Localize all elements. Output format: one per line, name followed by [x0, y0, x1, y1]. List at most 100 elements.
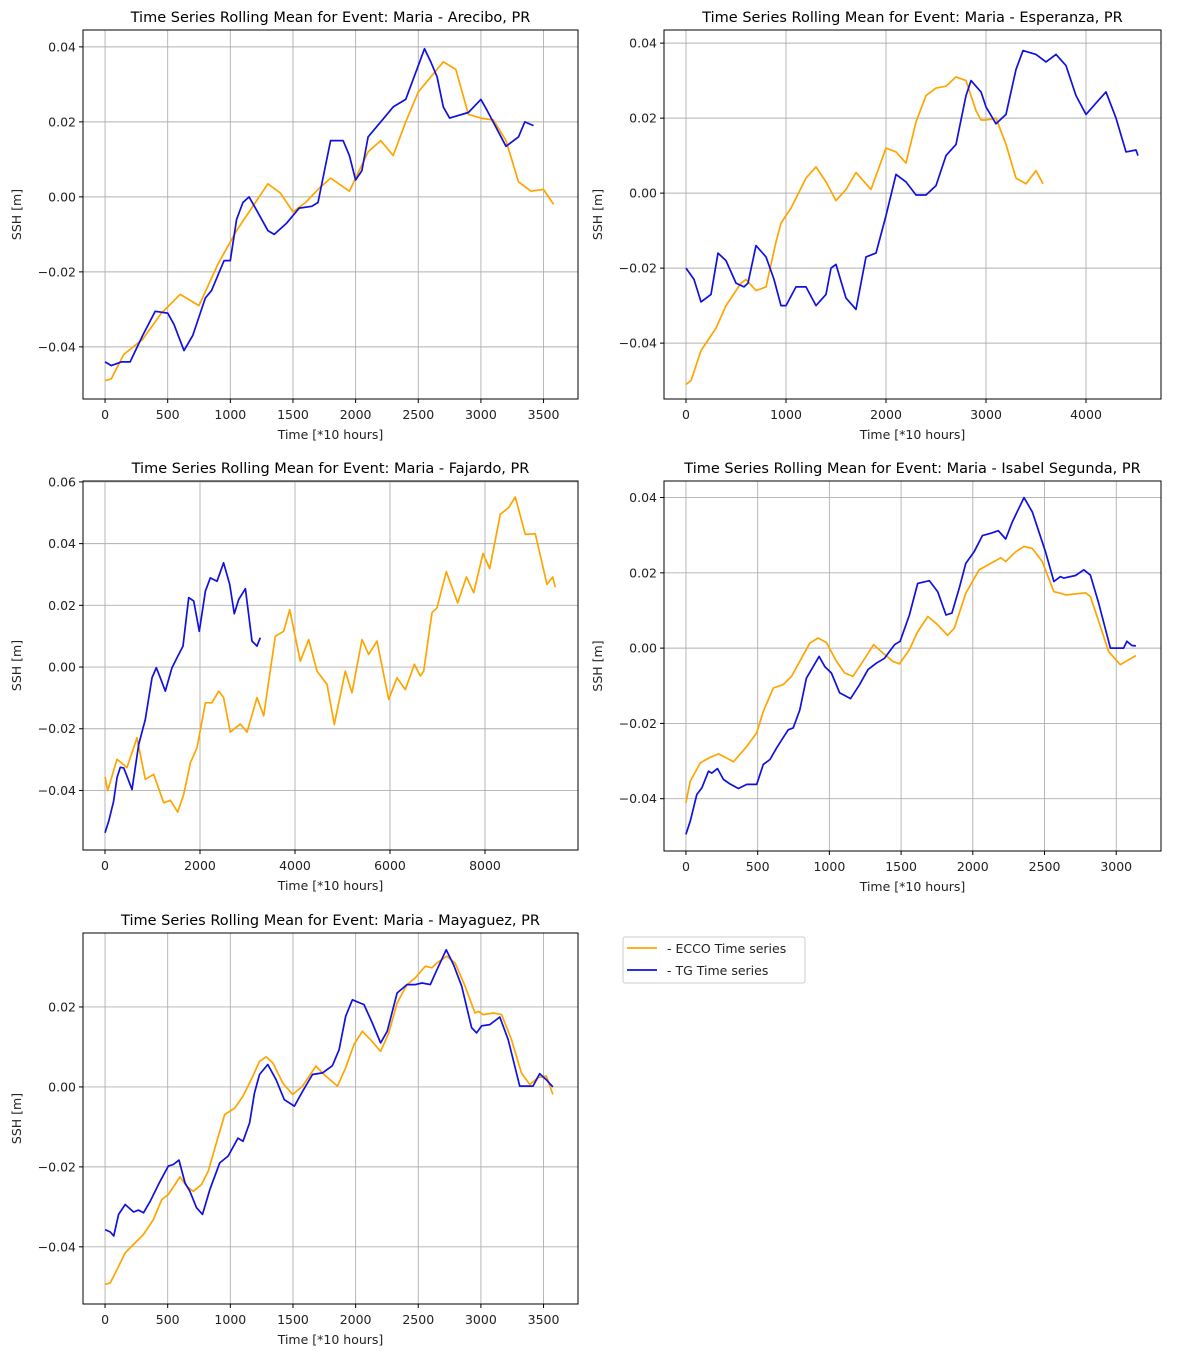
legend-label-tg: - TG Time series	[667, 963, 768, 978]
ecco-series-line	[104, 496, 557, 813]
x-tick-label: 0	[101, 858, 109, 873]
tg-series-line	[104, 948, 554, 1237]
tg-series-line	[104, 47, 534, 367]
plot-area	[664, 481, 1161, 851]
y-axis-label: SSH [m]	[590, 189, 605, 240]
x-tick-label: 4000	[1070, 407, 1102, 422]
x-tick-label: 3500	[528, 1312, 560, 1327]
x-tick-label: 3000	[1100, 859, 1132, 874]
x-tick-label: 2000	[340, 407, 372, 422]
y-tick-label: −0.02	[38, 1159, 76, 1174]
legend-label-ecco: - ECCO Time series	[667, 941, 786, 956]
legend-frame	[622, 936, 806, 984]
ecco-series-line	[685, 76, 1044, 386]
legend: - ECCO Time series - TG Time series	[622, 936, 806, 984]
x-tick-label: 0	[682, 859, 690, 874]
subplot-1: 0 500 1000 1500 2000 2500 3000 3500 −0.04 −0.02 0.…	[9, 10, 579, 442]
axes-frame	[82, 480, 579, 851]
y-tick-label: −0.02	[619, 261, 657, 276]
x-tick-label: 2500	[402, 407, 434, 422]
y-tick-label: −0.04	[38, 783, 76, 798]
y-axis-label: SSH [m]	[9, 640, 24, 691]
axes-frame	[82, 29, 579, 400]
x-tick-label: 6000	[374, 858, 406, 873]
y-tick-label: 0.06	[48, 474, 76, 489]
x-tick-label: 1500	[885, 859, 917, 874]
subplot-2: 0 1000 2000 3000 4000 −0.04 −0.02 0.00 0.02 0.04 T…	[590, 10, 1162, 442]
subplot-title: Time Series Rolling Mean for Event: Mari…	[120, 913, 540, 929]
y-tick-label: 0.00	[629, 186, 657, 201]
y-tick-label: 0.02	[48, 999, 76, 1014]
x-tick-label: 0	[682, 407, 690, 422]
x-tick-label: 1000	[214, 407, 246, 422]
x-tick-label: 0	[101, 1312, 109, 1327]
x-tick-label: 1000	[214, 1312, 246, 1327]
axes-frame	[82, 932, 579, 1305]
y-tick-label: 0.04	[629, 490, 657, 505]
subplot-5: 0 500 1000 1500 2000 2500 3000 3500 −0.04 −0.02 0.…	[9, 913, 579, 1347]
x-tick-label: 2000	[957, 859, 989, 874]
y-tick-label: 0.04	[629, 36, 657, 51]
y-tick-label: 0.04	[48, 39, 76, 54]
axes-frame	[663, 29, 1162, 400]
y-tick-label: −0.04	[38, 339, 76, 354]
y-tick-label: −0.04	[619, 791, 657, 806]
x-axis-label: Time [*10 hours]	[277, 427, 384, 442]
x-tick-label: 1000	[813, 859, 845, 874]
x-tick-label: 4000	[279, 858, 311, 873]
y-tick-label: −0.02	[38, 721, 76, 736]
x-tick-label: 2500	[1029, 859, 1061, 874]
y-axis-label: SSH [m]	[9, 189, 24, 240]
y-tick-label: 0.02	[629, 565, 657, 580]
x-tick-label: 2000	[340, 1312, 372, 1327]
subplot-title: Time Series Rolling Mean for Event: Mari…	[683, 461, 1140, 477]
x-tick-label: 1500	[277, 1312, 309, 1327]
subplot-4: 0 500 1000 1500 2000 2500 3000 −0.04 −0.02 0.00 0.…	[590, 461, 1162, 894]
x-tick-label: 2000	[184, 858, 216, 873]
x-axis-label: Time [*10 hours]	[277, 1332, 384, 1347]
ecco-series-line	[104, 955, 554, 1286]
tg-series-line	[104, 561, 262, 833]
x-tick-label: 500	[746, 859, 770, 874]
x-tick-label: 500	[156, 407, 180, 422]
x-tick-label: 1000	[770, 407, 802, 422]
x-tick-label: 1500	[277, 407, 309, 422]
x-tick-label: 3500	[528, 407, 560, 422]
y-tick-label: −0.04	[38, 1239, 76, 1254]
subplot-3: 0 2000 4000 6000 8000 −0.04 −0.02 0.00 0.02 0.04 0…	[9, 461, 579, 893]
ecco-series-line	[104, 61, 555, 382]
plot-area	[83, 30, 578, 399]
x-tick-label: 2500	[402, 1312, 434, 1327]
x-axis-label: Time [*10 hours]	[277, 878, 384, 893]
ecco-series-line	[685, 545, 1137, 803]
x-tick-label: 3000	[465, 1312, 497, 1327]
x-tick-label: 500	[156, 1312, 180, 1327]
y-axis-label: SSH [m]	[9, 1093, 24, 1144]
y-tick-label: −0.04	[619, 336, 657, 351]
subplot-title: Time Series Rolling Mean for Event: Mari…	[130, 10, 531, 26]
subplot-title: Time Series Rolling Mean for Event: Mari…	[131, 461, 530, 477]
y-tick-label: 0.00	[48, 189, 76, 204]
y-tick-label: −0.02	[619, 716, 657, 731]
y-tick-label: 0.00	[48, 660, 76, 675]
tg-series-line	[685, 496, 1136, 835]
x-tick-label: 3000	[970, 407, 1002, 422]
y-tick-label: −0.02	[38, 264, 76, 279]
y-axis-label: SSH [m]	[590, 640, 605, 691]
x-tick-label: 2000	[870, 407, 902, 422]
tg-series-line	[685, 49, 1139, 311]
y-tick-label: 0.02	[629, 111, 657, 126]
x-tick-label: 0	[101, 407, 109, 422]
plot-area	[664, 30, 1161, 399]
x-tick-label: 3000	[465, 407, 497, 422]
subplot-title: Time Series Rolling Mean for Event: Mari…	[701, 10, 1123, 26]
x-axis-label: Time [*10 hours]	[859, 879, 966, 894]
x-axis-label: Time [*10 hours]	[859, 427, 966, 442]
plot-area	[83, 933, 578, 1304]
y-tick-label: 0.00	[629, 641, 657, 656]
y-tick-label: 0.04	[48, 536, 76, 551]
y-tick-label: 0.00	[48, 1079, 76, 1094]
y-tick-label: 0.02	[48, 598, 76, 613]
plot-area	[83, 481, 578, 850]
